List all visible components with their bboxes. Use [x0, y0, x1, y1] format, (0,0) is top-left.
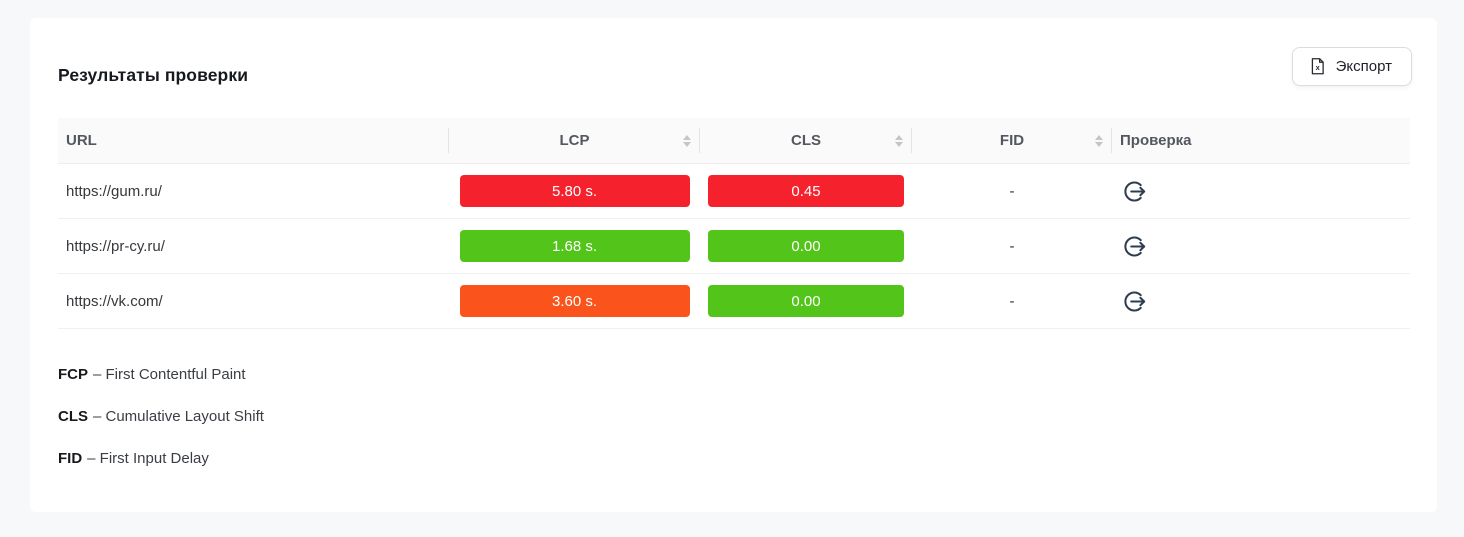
legend-abbr: CLS — [58, 408, 88, 425]
table-row: https://gum.ru/ 5.80 s. 0.45 - — [58, 164, 1410, 219]
recheck-button[interactable] — [1122, 178, 1149, 205]
lcp-badge: 3.60 s. — [459, 285, 690, 317]
check-cell — [1112, 288, 1410, 315]
sort-icon[interactable] — [1095, 134, 1103, 147]
column-header-check-label: Проверка — [1120, 132, 1192, 149]
cls-badge: 0.45 — [708, 175, 904, 207]
recheck-icon — [1124, 181, 1146, 201]
lcp-cell: 3.60 s. — [449, 285, 700, 317]
page-title: Результаты проверки — [58, 65, 249, 85]
fid-cell: - — [1009, 237, 1015, 255]
column-header-check: Проверка — [1112, 118, 1410, 163]
legend-description: – First Input Delay — [87, 450, 209, 467]
fid-cell: - — [1009, 182, 1015, 200]
table-row: https://vk.com/ 3.60 s. 0.00 - — [58, 274, 1410, 329]
column-header-cls[interactable]: CLS — [700, 118, 912, 163]
legend-line-cls: CLS – Cumulative Layout Shift — [58, 408, 264, 425]
export-button-label: Экспорт — [1335, 58, 1392, 75]
check-cell — [1112, 178, 1410, 205]
cls-cell: 0.00 — [700, 285, 912, 317]
check-cell — [1112, 233, 1410, 260]
column-header-cls-label: CLS — [791, 132, 821, 149]
legend-abbr: FCP — [58, 366, 88, 383]
export-button[interactable]: x Экспорт — [1291, 47, 1412, 86]
recheck-icon — [1124, 291, 1146, 311]
results-card: Результаты проверки x Экспорт URL LCP — [30, 18, 1437, 512]
lcp-cell: 5.80 s. — [449, 175, 700, 207]
sort-icon[interactable] — [683, 134, 691, 147]
cls-badge: 0.00 — [708, 285, 904, 317]
recheck-button[interactable] — [1122, 288, 1149, 315]
cls-badge: 0.00 — [708, 230, 904, 262]
url-cell: https://pr-cy.ru/ — [66, 237, 165, 255]
legend-description: – First Contentful Paint — [93, 366, 246, 383]
url-cell: https://vk.com/ — [66, 292, 163, 310]
excel-file-icon: x — [1309, 57, 1326, 76]
fid-cell: - — [1009, 292, 1015, 310]
url-cell: https://gum.ru/ — [66, 182, 162, 200]
legend-abbr: FID — [58, 450, 83, 467]
svg-text:x: x — [1315, 63, 1320, 72]
column-header-fid[interactable]: FID — [912, 118, 1112, 163]
column-header-lcp-label: LCP — [559, 132, 590, 149]
legend-line-fcp: FCP – First Contentful Paint — [58, 366, 264, 383]
recheck-button[interactable] — [1122, 233, 1149, 260]
recheck-icon — [1124, 236, 1146, 256]
column-header-url-label: URL — [66, 132, 97, 149]
column-header-lcp[interactable]: LCP — [449, 118, 700, 163]
legend-description: – Cumulative Layout Shift — [93, 408, 264, 425]
column-header-url: URL — [58, 118, 449, 163]
table-header-row: URL LCP CLS FID Проверка — [58, 118, 1410, 164]
table-row: https://pr-cy.ru/ 1.68 s. 0.00 - — [58, 219, 1410, 274]
results-table: URL LCP CLS FID Проверка — [58, 118, 1410, 329]
metrics-legend: FCP – First Contentful Paint CLS – Cumulat… — [58, 366, 264, 492]
cls-cell: 0.45 — [700, 175, 912, 207]
lcp-badge: 5.80 s. — [459, 175, 690, 207]
lcp-badge: 1.68 s. — [459, 230, 690, 262]
column-header-fid-label: FID — [999, 132, 1025, 149]
cls-cell: 0.00 — [700, 230, 912, 262]
sort-icon[interactable] — [895, 134, 903, 147]
legend-line-fid: FID – First Input Delay — [58, 450, 264, 467]
lcp-cell: 1.68 s. — [449, 230, 700, 262]
